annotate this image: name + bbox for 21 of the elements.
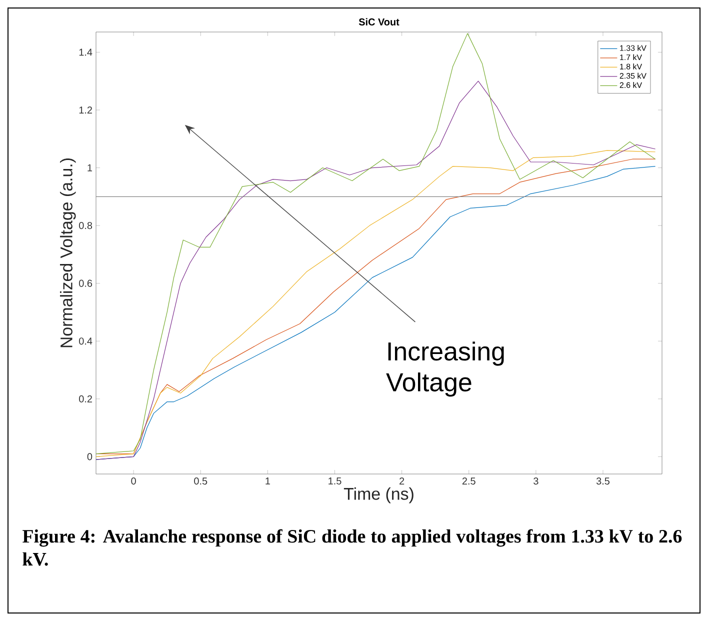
x-tick-label: 3.5 [596,478,610,485]
x-tick-label: 1.5 [328,478,342,484]
y-tick-label: 1.4 [79,48,92,56]
y-tick-label: 0.8 [79,222,92,230]
y-tick-label: 0.4 [79,338,92,345]
x-tick-label: 0.5 [194,478,208,485]
annotation: Increasing Voltage [386,342,504,397]
y-tick-label: 1.2 [79,106,92,114]
x-tick-label: 2.5 [462,478,476,485]
x-axis-title: Time (ns) [344,487,414,504]
x-tick-label: 0 [131,478,136,485]
y-tick-label: 0.2 [79,395,92,402]
x-tick-label: 1 [266,478,270,484]
x-tick-label: 3 [534,478,538,485]
y-tick-label: 1 [88,164,92,172]
x-tick-label: 2 [400,478,404,484]
chart-title: SiC Vout [358,18,400,26]
y-tick-label: 0 [87,453,92,460]
y-tick-label: 0.6 [79,280,92,287]
y-axis-title: Normalized Voltage (a.u.) [60,158,76,348]
caption: Figure 4: Avalanche response of SiC diode to applied voltages from 1.33 kV to 2.6 kV. [22,529,682,566]
